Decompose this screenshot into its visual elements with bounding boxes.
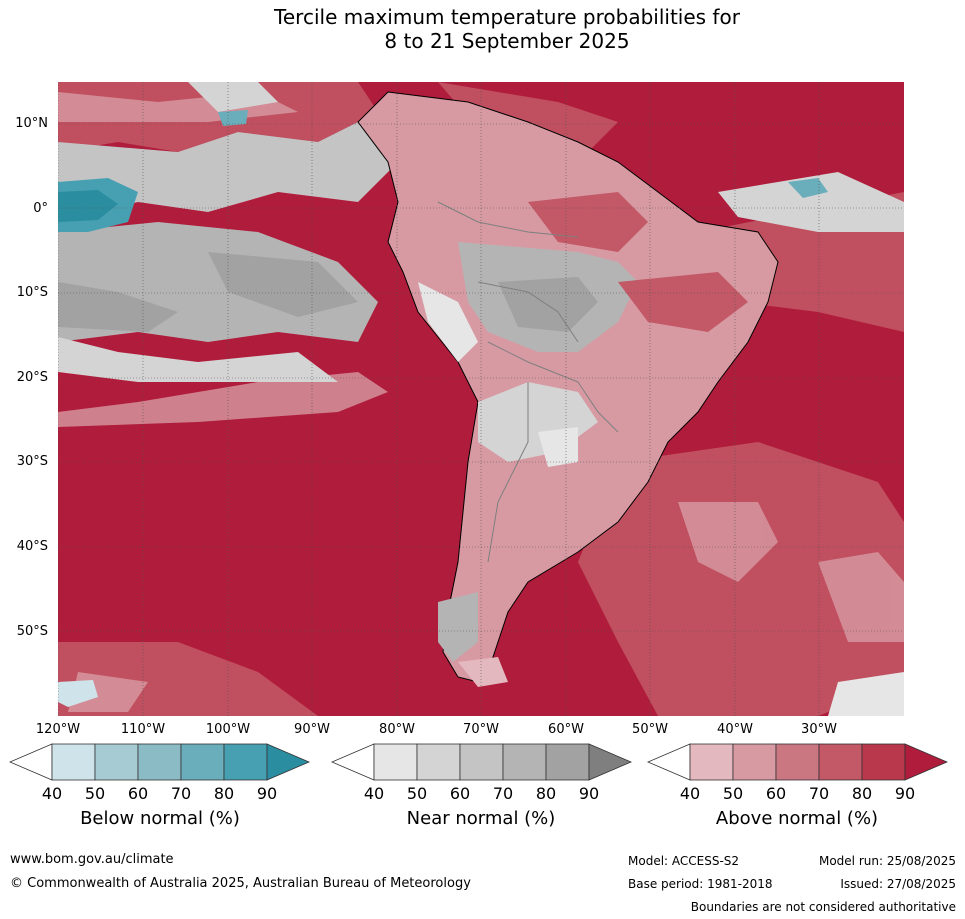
near-cbar-segment <box>459 743 504 781</box>
south-america-landmass <box>357 91 779 687</box>
lon-label-30w: 30°W <box>801 722 837 737</box>
cbar-near-tick-50: 50 <box>406 784 428 803</box>
cbar-below-title: Below normal (%) <box>80 808 240 829</box>
probability-map <box>58 82 904 716</box>
title-line-2: 8 to 21 September 2025 <box>384 29 630 53</box>
footer-disclaimer: Boundaries are not considered authoritat… <box>690 900 956 914</box>
lat-label-20s: 20°S <box>16 370 48 385</box>
above-cbar-segment <box>732 743 777 781</box>
footer-issued: Issued: 27/08/2025 <box>840 877 956 891</box>
country-borders <box>437 201 619 563</box>
below-cbar-high-triangle <box>266 743 310 781</box>
lat-label-0: 0° <box>33 201 48 216</box>
above-cbar-segment <box>775 743 820 781</box>
below-cbar-low-triangle <box>8 743 53 781</box>
lat-label-50s: 50°S <box>16 624 48 639</box>
cbar-above-tick-40: 40 <box>679 784 701 803</box>
cbar-above-tick-90: 90 <box>894 784 916 803</box>
lon-label-80w: 80°W <box>379 722 415 737</box>
colorbar-near-normal <box>330 743 632 781</box>
title-line-1: Tercile maximum temperature probabilitie… <box>274 5 740 29</box>
below-cbar-segment <box>223 743 268 781</box>
above-cbar-segment <box>818 743 863 781</box>
cbar-above-tick-50: 50 <box>722 784 744 803</box>
cbar-below-tick-60: 60 <box>127 784 149 803</box>
above-cbar-segment <box>861 743 906 781</box>
lon-label-60w: 60°W <box>548 722 584 737</box>
lon-label-50w: 50°W <box>632 722 668 737</box>
colorbar-above-normal <box>646 743 948 781</box>
footer-base-period: Base period: 1981-2018 <box>628 877 773 891</box>
lon-label-90w: 90°W <box>294 722 330 737</box>
below-cbar-segment <box>137 743 182 781</box>
cbar-below-tick-70: 70 <box>170 784 192 803</box>
lon-label-40w: 40°W <box>717 722 753 737</box>
lon-label-120w: 120°W <box>35 722 81 737</box>
cbar-above-tick-70: 70 <box>808 784 830 803</box>
near-cbar-high-triangle <box>588 743 632 781</box>
footer-copyright: © Commonwealth of Australia 2025, Austra… <box>10 876 471 891</box>
below-normal-areas <box>58 110 828 707</box>
lat-label-30s: 30°S <box>16 454 48 469</box>
cbar-above-title: Above normal (%) <box>715 808 879 829</box>
colorbar-below-normal <box>8 743 310 781</box>
lon-label-110w: 110°W <box>120 722 166 737</box>
cbar-below-tick-90: 90 <box>256 784 278 803</box>
cbar-near-tick-70: 70 <box>492 784 514 803</box>
near-cbar-low-triangle <box>330 743 375 781</box>
cbar-near-tick-90: 90 <box>578 784 600 803</box>
cbar-near-tick-80: 80 <box>535 784 557 803</box>
cbar-below-tick-50: 50 <box>84 784 106 803</box>
below-cbar-segment <box>180 743 225 781</box>
chart-title: Tercile maximum temperature probabilitie… <box>0 5 965 53</box>
cbar-near-tick-40: 40 <box>363 784 385 803</box>
cbar-near-tick-60: 60 <box>449 784 471 803</box>
near-cbar-segment <box>373 743 418 781</box>
lon-label-100w: 100°W <box>205 722 251 737</box>
below-cbar-segment <box>94 743 139 781</box>
near-cbar-segment <box>416 743 461 781</box>
cbar-near-title: Near normal (%) <box>406 808 556 829</box>
lat-label-10n: 10°N <box>15 116 48 131</box>
graticule <box>58 82 904 716</box>
above-cbar-segment <box>689 743 734 781</box>
near-cbar-segment <box>502 743 547 781</box>
lon-label-70w: 70°W <box>463 722 499 737</box>
footer-model: Model: ACCESS-S2 <box>628 854 740 868</box>
cbar-above-tick-60: 60 <box>765 784 787 803</box>
footer-model-run: Model run: 25/08/2025 <box>818 854 956 868</box>
above-cbar-high-triangle <box>904 743 948 781</box>
lat-label-40s: 40°S <box>16 539 48 554</box>
lat-label-10s: 10°S <box>16 285 48 300</box>
footer-url[interactable]: www.bom.gov.au/climate <box>10 852 174 867</box>
below-cbar-segment <box>51 743 96 781</box>
cbar-below-tick-40: 40 <box>41 784 63 803</box>
cbar-above-tick-80: 80 <box>851 784 873 803</box>
near-cbar-segment <box>545 743 590 781</box>
cbar-below-tick-80: 80 <box>213 784 235 803</box>
above-cbar-low-triangle <box>646 743 691 781</box>
